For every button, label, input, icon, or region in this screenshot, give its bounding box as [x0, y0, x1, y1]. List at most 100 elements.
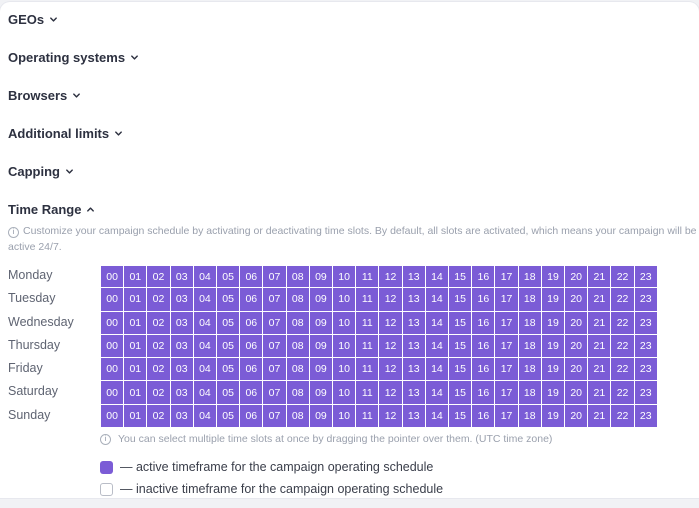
time-slot-tuesday-09[interactable]: 09 — [309, 288, 334, 312]
time-slot-sunday-17[interactable]: 17 — [495, 404, 519, 428]
time-slot-monday-00[interactable]: 00 — [100, 265, 125, 289]
time-slot-monday-15[interactable]: 15 — [449, 265, 473, 289]
time-slot-thursday-04[interactable]: 04 — [193, 334, 218, 359]
time-slot-sunday-12[interactable]: 12 — [379, 404, 403, 428]
time-slot-saturday-12[interactable]: 12 — [379, 381, 403, 405]
time-slot-tuesday-14[interactable]: 14 — [425, 288, 450, 312]
time-slot-tuesday-22[interactable]: 22 — [611, 288, 635, 312]
time-slot-saturday-11[interactable]: 11 — [356, 381, 380, 405]
section-browsers[interactable]: Browsers — [8, 88, 81, 103]
time-slot-sunday-21[interactable]: 21 — [588, 404, 612, 428]
time-slot-friday-18[interactable]: 18 — [518, 358, 542, 382]
time-slot-wednesday-09[interactable]: 09 — [309, 311, 334, 335]
time-slot-wednesday-11[interactable]: 11 — [356, 311, 380, 335]
time-slot-thursday-22[interactable]: 22 — [611, 334, 635, 359]
time-slot-friday-03[interactable]: 03 — [170, 358, 194, 382]
time-slot-saturday-09[interactable]: 09 — [309, 381, 334, 405]
time-slot-sunday-22[interactable]: 22 — [611, 404, 635, 428]
time-slot-tuesday-17[interactable]: 17 — [495, 288, 519, 312]
time-slot-friday-13[interactable]: 13 — [402, 358, 426, 382]
time-slot-saturday-10[interactable]: 10 — [333, 381, 357, 405]
time-slot-tuesday-13[interactable]: 13 — [402, 288, 426, 312]
time-slot-sunday-01[interactable]: 01 — [124, 404, 148, 428]
time-slot-monday-14[interactable]: 14 — [425, 265, 450, 289]
time-slot-monday-05[interactable]: 05 — [217, 265, 241, 289]
time-slot-friday-02[interactable]: 02 — [147, 358, 171, 382]
time-slot-wednesday-13[interactable]: 13 — [402, 311, 426, 335]
time-slot-saturday-02[interactable]: 02 — [147, 381, 171, 405]
time-slot-wednesday-12[interactable]: 12 — [379, 311, 403, 335]
time-slot-monday-07[interactable]: 07 — [263, 265, 287, 289]
time-slot-saturday-03[interactable]: 03 — [170, 381, 194, 405]
time-slot-thursday-00[interactable]: 00 — [100, 334, 125, 359]
time-slot-wednesday-22[interactable]: 22 — [611, 311, 635, 335]
time-slot-tuesday-01[interactable]: 01 — [124, 288, 148, 312]
time-slot-friday-15[interactable]: 15 — [449, 358, 473, 382]
time-slot-saturday-04[interactable]: 04 — [193, 381, 218, 405]
time-slot-tuesday-18[interactable]: 18 — [518, 288, 542, 312]
time-slot-thursday-06[interactable]: 06 — [240, 334, 264, 359]
time-slot-wednesday-01[interactable]: 01 — [124, 311, 148, 335]
time-slot-tuesday-08[interactable]: 08 — [286, 288, 310, 312]
time-slot-monday-11[interactable]: 11 — [356, 265, 380, 289]
time-slot-friday-23[interactable]: 23 — [634, 358, 658, 382]
time-slot-saturday-22[interactable]: 22 — [611, 381, 635, 405]
time-slot-friday-07[interactable]: 07 — [263, 358, 287, 382]
time-slot-tuesday-20[interactable]: 20 — [565, 288, 589, 312]
time-slot-friday-05[interactable]: 05 — [217, 358, 241, 382]
time-slot-saturday-16[interactable]: 16 — [472, 381, 496, 405]
time-slot-thursday-07[interactable]: 07 — [263, 334, 287, 359]
time-slot-wednesday-05[interactable]: 05 — [217, 311, 241, 335]
time-slot-monday-08[interactable]: 08 — [286, 265, 310, 289]
time-slot-monday-17[interactable]: 17 — [495, 265, 519, 289]
time-slot-friday-11[interactable]: 11 — [356, 358, 380, 382]
time-slot-monday-02[interactable]: 02 — [147, 265, 171, 289]
time-slot-wednesday-18[interactable]: 18 — [518, 311, 542, 335]
time-slot-wednesday-17[interactable]: 17 — [495, 311, 519, 335]
time-slot-wednesday-21[interactable]: 21 — [588, 311, 612, 335]
time-slot-wednesday-19[interactable]: 19 — [541, 311, 566, 335]
time-slot-sunday-18[interactable]: 18 — [518, 404, 542, 428]
time-slot-tuesday-19[interactable]: 19 — [541, 288, 566, 312]
time-slot-saturday-08[interactable]: 08 — [286, 381, 310, 405]
time-slot-thursday-23[interactable]: 23 — [634, 334, 658, 359]
schedule-grid[interactable]: 00 01 02 03 04 05 06 07 08 09 10 11 12 13 14 15 16 17 18 19… — [100, 265, 658, 428]
section-additional-limits[interactable]: Additional limits — [8, 126, 123, 141]
time-slot-monday-06[interactable]: 06 — [240, 265, 264, 289]
section-operating-systems[interactable]: Operating systems — [8, 50, 139, 65]
time-slot-friday-12[interactable]: 12 — [379, 358, 403, 382]
time-slot-monday-16[interactable]: 16 — [472, 265, 496, 289]
time-slot-tuesday-03[interactable]: 03 — [170, 288, 194, 312]
time-slot-sunday-14[interactable]: 14 — [425, 404, 450, 428]
time-slot-friday-00[interactable]: 00 — [100, 358, 125, 382]
time-slot-tuesday-05[interactable]: 05 — [217, 288, 241, 312]
time-slot-wednesday-04[interactable]: 04 — [193, 311, 218, 335]
time-slot-wednesday-15[interactable]: 15 — [449, 311, 473, 335]
time-slot-tuesday-00[interactable]: 00 — [100, 288, 125, 312]
time-slot-saturday-20[interactable]: 20 — [565, 381, 589, 405]
time-slot-saturday-06[interactable]: 06 — [240, 381, 264, 405]
time-slot-thursday-02[interactable]: 02 — [147, 334, 171, 359]
time-slot-monday-20[interactable]: 20 — [565, 265, 589, 289]
time-slot-thursday-01[interactable]: 01 — [124, 334, 148, 359]
time-slot-monday-19[interactable]: 19 — [541, 265, 566, 289]
time-slot-saturday-00[interactable]: 00 — [100, 381, 125, 405]
time-slot-thursday-17[interactable]: 17 — [495, 334, 519, 359]
time-slot-friday-21[interactable]: 21 — [588, 358, 612, 382]
time-slot-tuesday-02[interactable]: 02 — [147, 288, 171, 312]
time-slot-monday-04[interactable]: 04 — [193, 265, 218, 289]
time-slot-monday-22[interactable]: 22 — [611, 265, 635, 289]
time-slot-thursday-11[interactable]: 11 — [356, 334, 380, 359]
time-slot-wednesday-07[interactable]: 07 — [263, 311, 287, 335]
time-slot-sunday-11[interactable]: 11 — [356, 404, 380, 428]
time-slot-friday-17[interactable]: 17 — [495, 358, 519, 382]
time-slot-sunday-08[interactable]: 08 — [286, 404, 310, 428]
time-slot-friday-14[interactable]: 14 — [425, 358, 450, 382]
time-slot-thursday-10[interactable]: 10 — [333, 334, 357, 359]
time-slot-wednesday-08[interactable]: 08 — [286, 311, 310, 335]
time-slot-sunday-16[interactable]: 16 — [472, 404, 496, 428]
time-slot-tuesday-10[interactable]: 10 — [333, 288, 357, 312]
time-slot-sunday-19[interactable]: 19 — [541, 404, 566, 428]
time-slot-friday-09[interactable]: 09 — [309, 358, 334, 382]
time-slot-sunday-20[interactable]: 20 — [565, 404, 589, 428]
